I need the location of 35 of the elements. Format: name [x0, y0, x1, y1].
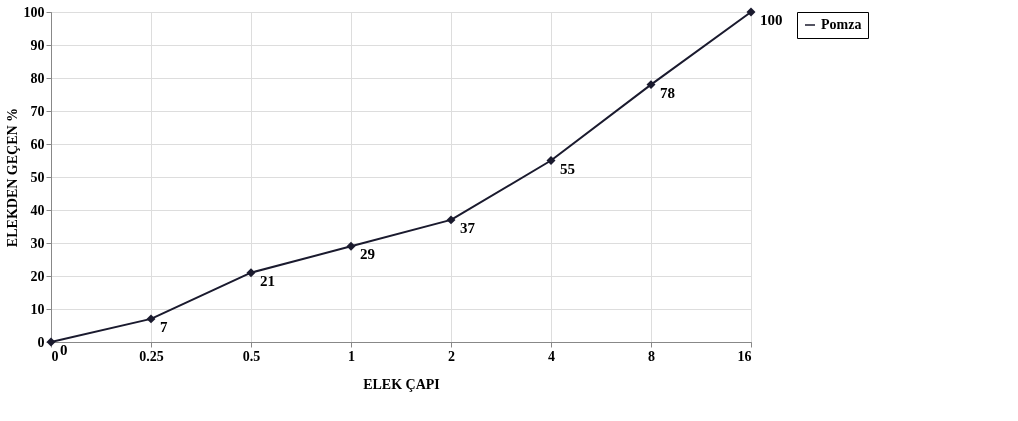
x-tick-label: 0.5: [242, 348, 261, 364]
y-tick-label: 70: [30, 103, 45, 119]
y-tick-label: 40: [30, 202, 45, 218]
y-tick-label: 20: [30, 268, 45, 284]
y-tick-label: 90: [30, 37, 45, 53]
y-tick-label: 0: [37, 334, 45, 350]
point: [146, 314, 156, 324]
y-tick-label: 10: [30, 301, 45, 317]
data-label: 100: [760, 12, 783, 28]
y-axis-title: ELEKDEN GEÇEN %: [4, 107, 20, 248]
data-label: 37: [460, 219, 476, 236]
x-tick-label: 8: [648, 348, 655, 364]
x-tick-label: 16: [737, 348, 752, 364]
data-label: 21: [260, 272, 275, 289]
point: [646, 80, 656, 90]
point: [346, 241, 356, 251]
x-tick-label: 1: [348, 348, 355, 364]
y-tick-label: 80: [30, 70, 45, 86]
x-tick-label: 0.25: [139, 348, 164, 364]
data-label: 7: [160, 318, 168, 335]
point: [246, 268, 256, 278]
point: [746, 7, 756, 17]
y-tick-label: 60: [30, 136, 45, 152]
data-label: 55: [560, 160, 575, 177]
data-label: 29: [360, 246, 375, 263]
y-tick-label: 50: [30, 169, 45, 185]
data-label: 78: [660, 84, 675, 101]
y-tick-label: 100: [23, 4, 45, 20]
y-tick-label: 30: [30, 235, 45, 251]
x-axis-title: ELEK ÇAPI: [363, 376, 440, 392]
x-tick-label: 0: [51, 348, 59, 364]
x-tick-label: 4: [548, 348, 555, 364]
x-tick-label: 2: [448, 348, 455, 364]
legend-label: Pomza: [821, 17, 862, 32]
point: [446, 215, 456, 225]
